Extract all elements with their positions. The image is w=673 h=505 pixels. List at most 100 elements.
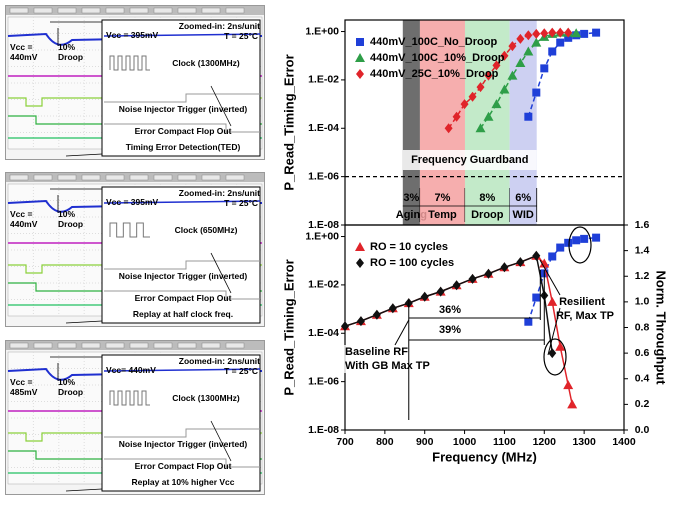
- band-label: Aging: [396, 209, 427, 221]
- panel-trigger: Noise Injector Trigger (inverted): [118, 104, 248, 114]
- marker: [539, 258, 550, 268]
- marker: [548, 47, 557, 56]
- y-tick-label: 1.E-02: [308, 74, 339, 86]
- toolbar-button: [9, 7, 29, 14]
- panel-caption: Timing Error Detection(TED): [125, 142, 241, 152]
- marker: [592, 233, 601, 242]
- x-axis-label: Frequency (MHz): [432, 449, 537, 464]
- marker: [515, 58, 526, 68]
- marker: [547, 296, 558, 306]
- panel-vcc: Vcc = 485mV: [10, 377, 38, 397]
- pointer: [210, 420, 232, 462]
- y2-tick-label: 1.2: [635, 270, 650, 282]
- annotation: With GB Max TP: [345, 360, 430, 372]
- vcc-trace: [7, 32, 263, 46]
- panel-temp: T = 25°C: [224, 366, 258, 376]
- panel-vcc-zoom: Vcc = 395mV: [106, 30, 159, 40]
- marker: [475, 123, 486, 133]
- zoom-link: [65, 488, 103, 492]
- x-tick-label: 800: [376, 436, 394, 448]
- flop-trace: [104, 458, 260, 468]
- marker: [507, 70, 518, 80]
- band-label: Droop: [471, 209, 504, 221]
- zoom-vcc: [103, 368, 261, 372]
- zoom-vcc: [103, 33, 261, 37]
- marker: [452, 280, 461, 291]
- x-tick-label: 1000: [453, 436, 477, 448]
- marker: [356, 316, 365, 327]
- marker: [580, 234, 589, 243]
- annotation: Baseline RF: [345, 346, 408, 358]
- guardband-region: [419, 20, 465, 225]
- legend-label: RO = 10 cycles: [370, 241, 448, 253]
- guardband-label-box: [402, 150, 537, 170]
- toolbar-button: [33, 174, 53, 181]
- y-tick-label: 1.E+00: [305, 25, 339, 37]
- marker: [516, 33, 525, 44]
- panel-caption: Replay at half clock freq.: [132, 309, 234, 319]
- annotation: RF, Max TP: [556, 310, 614, 322]
- marker: [532, 293, 541, 302]
- y-tick-label: 1.E-06: [308, 375, 339, 387]
- band-percent: 8%: [479, 192, 495, 204]
- scope-panel: Vcc = 485mV 10% Droop Zoomed-in: 2ns/unit V…: [5, 340, 265, 495]
- legend-label: 440mV_100C_No_Droop: [370, 36, 497, 48]
- vcc-trace: [7, 199, 263, 213]
- panel-trigger: Noise Injector Trigger (inverted): [118, 439, 248, 449]
- panel-zoom: Zoomed-in: 2ns/unit: [178, 21, 260, 31]
- toolbar-button: [105, 342, 125, 349]
- legend-marker: [356, 38, 364, 46]
- x-tick-label: 1100: [493, 436, 516, 448]
- scope-screen: [6, 341, 264, 492]
- y2-tick-label: 0.8: [635, 321, 650, 333]
- y2-tick-label: 0.4: [635, 373, 650, 385]
- marker: [540, 64, 549, 73]
- marker: [532, 28, 541, 39]
- marker: [500, 50, 509, 61]
- legend-label: 440mV_100C_10%_Droop: [370, 52, 505, 64]
- guardband-label: Frequency Guardband: [411, 154, 528, 166]
- panel-flop: Error Compact Flop Out: [134, 126, 232, 136]
- marker: [548, 27, 557, 38]
- zoom-link: [65, 320, 103, 324]
- legend-marker: [356, 258, 364, 268]
- annotation: Resilient: [559, 296, 605, 308]
- clock-trace: [109, 390, 150, 406]
- toolbar-button: [177, 174, 197, 181]
- marker: [556, 27, 565, 38]
- panel-clock: Clock (650MHz): [174, 225, 238, 235]
- toolbar-button: [153, 174, 173, 181]
- y-axis-label: P_Read_Timing_Error: [281, 259, 296, 395]
- toolbar-button: [225, 174, 245, 181]
- marker: [571, 28, 582, 38]
- toolbar-button: [201, 174, 221, 181]
- series-line: [448, 31, 569, 129]
- marker: [516, 257, 525, 268]
- guardband-region: [402, 20, 420, 225]
- panel-vcc: Vcc = 440mV: [10, 42, 38, 62]
- annotation-bg: [561, 309, 609, 323]
- panel-temp: T = 25°C: [224, 198, 258, 208]
- clock-trace: [109, 222, 150, 238]
- annotation: 39%: [439, 324, 461, 336]
- highlight-ellipse: [568, 226, 592, 264]
- y2-tick-label: 1.6: [635, 219, 650, 231]
- marker: [468, 91, 477, 102]
- y-tick-label: 1.E-04: [308, 122, 339, 134]
- band-percent: 7%: [434, 192, 450, 204]
- toolbar-button: [153, 342, 173, 349]
- panel-droop: 10% Droop: [58, 42, 84, 62]
- panel-vcc-zoom: Vcc= 440mV: [106, 365, 156, 375]
- toolbar-button: [225, 342, 245, 349]
- zoom-box: [101, 186, 261, 324]
- annotation-bg: [558, 295, 606, 309]
- band-percent: 3%: [403, 192, 419, 204]
- marker: [492, 60, 501, 71]
- marker: [484, 268, 493, 279]
- flop-trace: [104, 123, 260, 133]
- toolbar-button: [105, 174, 125, 181]
- toolbar-button: [33, 7, 53, 14]
- legend-marker: [355, 242, 365, 251]
- y2-axis-label: Norm. Throughput: [654, 270, 669, 385]
